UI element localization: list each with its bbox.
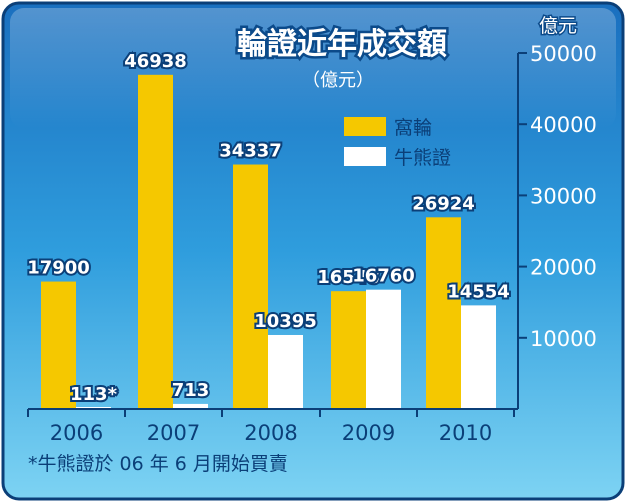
value-label-cbbc-2006: 113* — [70, 384, 118, 405]
legend-label-warrant: 窩輪 — [394, 117, 432, 139]
bars-layer — [41, 74, 496, 409]
y-axis-unit-label: 億元 — [539, 15, 577, 37]
value-label-cbbc-2007: 713 — [172, 380, 210, 401]
bar-warrant-2006 — [41, 281, 76, 409]
value-label-warrant-2006: 17900 — [27, 258, 90, 279]
chart-title: 輪證近年成交額 — [237, 27, 447, 62]
bar-cbbc-2007 — [173, 403, 208, 409]
value-label-warrant-2007: 46938 — [124, 51, 187, 72]
bar-cbbc-2008 — [268, 334, 303, 409]
y-tick-label-30000: 30000 — [530, 184, 597, 208]
bar-warrant-2010 — [426, 217, 461, 409]
legend: 窩輪 牛熊證 — [344, 117, 451, 169]
x-tick-label-2010: 2010 — [439, 421, 492, 445]
bar-warrant-2007 — [138, 74, 173, 409]
bar-cbbc-2009 — [366, 289, 401, 409]
value-label-cbbc-2008: 10395 — [254, 311, 317, 332]
bar-cbbc-2010 — [461, 305, 496, 409]
value-label-warrant-2008: 34337 — [219, 141, 282, 162]
y-tick-label-10000: 10000 — [530, 327, 597, 351]
footnote: *牛熊證於 06 年 6 月開始買賣 — [28, 453, 288, 475]
legend-label-cbbc: 牛熊證 — [394, 147, 451, 169]
x-tick-label-2007: 2007 — [147, 421, 200, 445]
y-tick-label-50000: 50000 — [530, 42, 597, 66]
chart-subtitle: （億元） — [302, 70, 374, 91]
value-label-cbbc-2010: 14554 — [447, 281, 510, 302]
x-tick-label-2009: 2009 — [342, 421, 395, 445]
y-axis: 10000 20000 30000 40000 50000 2006 2007 2008 200… — [27, 42, 597, 445]
value-label-warrant-2009: 16548 — [317, 267, 380, 288]
y-tick-label-20000: 20000 — [530, 256, 597, 280]
x-tick-label-2008: 2008 — [244, 421, 297, 445]
value-label-warrant-2010: 26924 — [412, 193, 475, 214]
background-gloss — [10, 8, 616, 128]
bar-warrant-2008 — [233, 164, 268, 409]
legend-swatch-warrant — [344, 117, 386, 136]
value-label-cbbc-2009: 16760 — [352, 266, 415, 287]
bar-warrant-2009 — [331, 291, 366, 409]
legend-swatch-cbbc — [344, 147, 386, 166]
y-tick-label-40000: 40000 — [530, 113, 597, 137]
x-tick-label-2006: 2006 — [50, 421, 103, 445]
